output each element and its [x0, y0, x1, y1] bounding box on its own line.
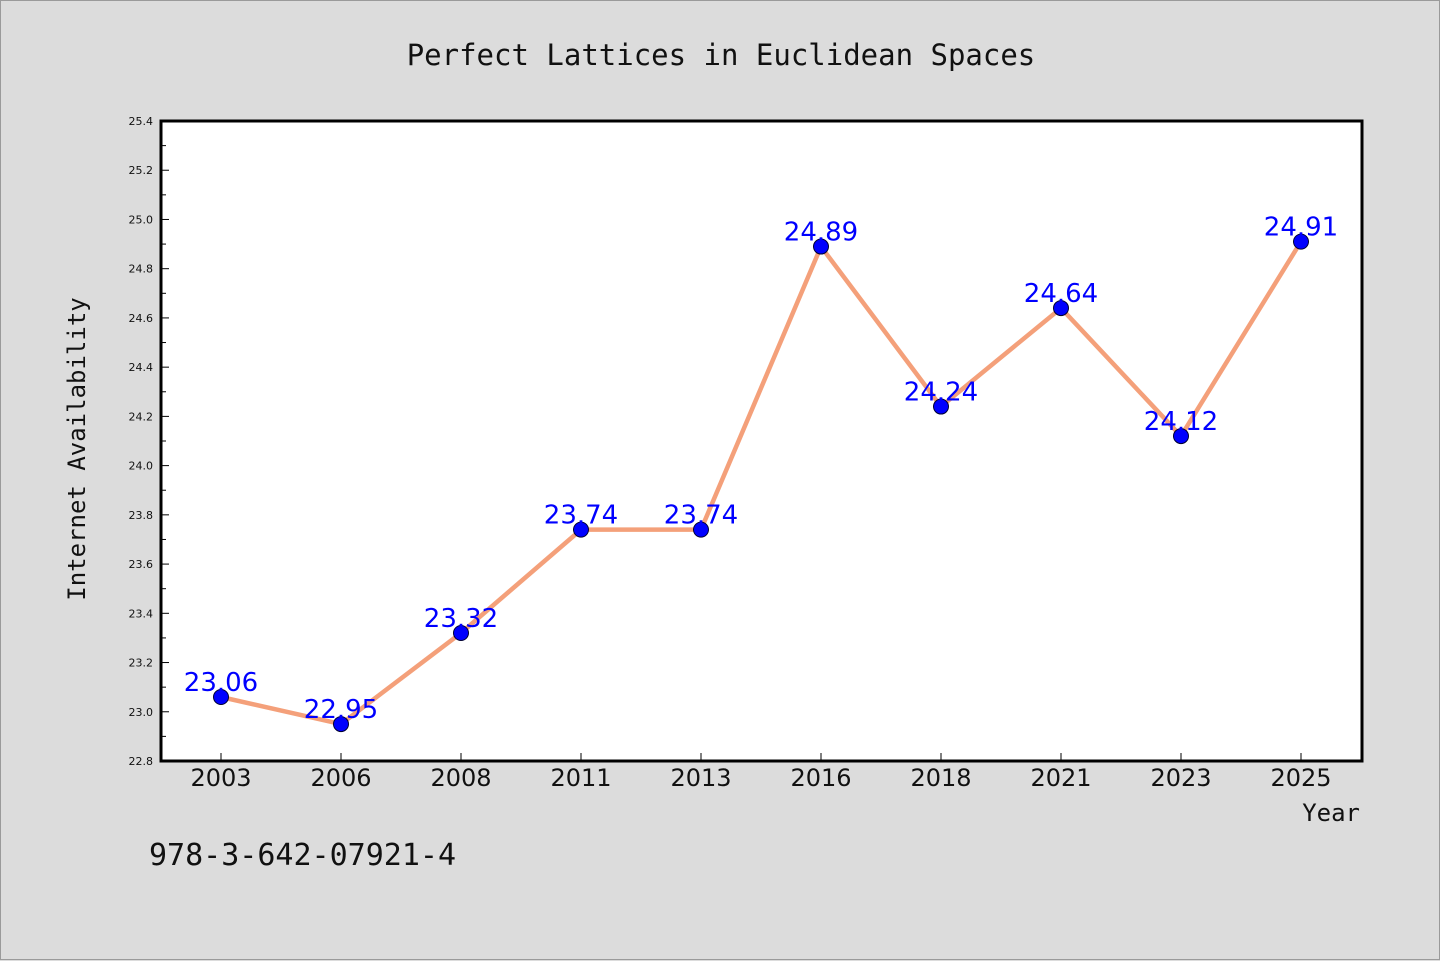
y-tick-label: 23.4: [129, 607, 154, 620]
data-label: 24.12: [1144, 407, 1218, 437]
data-label: 23.74: [544, 501, 618, 531]
isbn-annotation: 978-3-642-07921-4: [149, 838, 456, 873]
data-point: [333, 716, 349, 733]
y-tick-label: 24.0: [129, 460, 154, 473]
data-point: [1293, 233, 1309, 250]
data-label: 23.32: [424, 604, 498, 634]
x-tick-label: 2011: [550, 764, 611, 792]
data-label: 24.89: [784, 218, 858, 248]
x-tick-label: 2021: [1030, 764, 1091, 792]
data-point: [693, 521, 709, 538]
x-axis: 2003 2006 2008 2011 2013 2016 2018 2021 2023 2025: [190, 753, 1332, 792]
data-point: [573, 521, 589, 538]
data-label: 24.64: [1024, 279, 1098, 309]
x-tick-label: 2023: [1150, 764, 1211, 792]
data-point: [213, 689, 229, 705]
y-tick-label: 23.8: [129, 509, 154, 522]
series-internet-availability: 23.06 22.95 23.32 23.74 23.74 24.89 24.24 24.64…: [184, 213, 1338, 733]
y-tick-label: 24.6: [129, 312, 154, 325]
y-tick-label: 25.2: [129, 164, 154, 177]
y-tick-label: 24.2: [129, 410, 154, 423]
y-tick-label: 23.2: [129, 657, 154, 670]
x-tick-label: 2008: [430, 764, 491, 792]
y-axis: 22.8 23.0 23.2 23.4 23.6 23.8 24.0 24.2 24.4 24.6…: [129, 115, 169, 768]
x-tick-label: 2006: [310, 764, 371, 792]
y-tick-label: 23.0: [129, 706, 154, 719]
y-tick-label: 24.4: [129, 361, 154, 374]
data-point: [813, 238, 829, 255]
chart-title: Perfect Lattices in Euclidean Spaces: [407, 38, 1036, 72]
data-point: [1173, 428, 1189, 445]
x-tick-label: 2025: [1270, 764, 1331, 792]
plot-frame: [159, 119, 1364, 763]
y-axis-label: Internet Availability: [63, 297, 91, 600]
data-label: 22.95: [304, 695, 378, 725]
data-label: 24.24: [904, 378, 978, 408]
y-tick-label: 24.8: [129, 263, 154, 276]
data-point: [933, 398, 949, 415]
y-tick-label: 22.8: [129, 755, 154, 768]
x-tick-label: 2003: [190, 764, 251, 792]
data-point: [453, 625, 469, 641]
x-tick-label: 2016: [790, 764, 851, 792]
data-point: [1053, 300, 1069, 317]
y-tick-label: 25.0: [129, 213, 154, 226]
x-tick-label: 2018: [910, 764, 971, 792]
data-label: 24.91: [1264, 213, 1338, 243]
data-label: 23.06: [184, 668, 258, 698]
plot-area: [161, 121, 1362, 761]
y-tick-label: 23.6: [129, 558, 154, 571]
y-tick-label: 25.4: [129, 115, 154, 128]
x-axis-label: Year: [1302, 799, 1360, 827]
series-line: [218, 239, 1304, 727]
data-label: 23.74: [664, 501, 738, 531]
x-tick-label: 2013: [670, 764, 731, 792]
